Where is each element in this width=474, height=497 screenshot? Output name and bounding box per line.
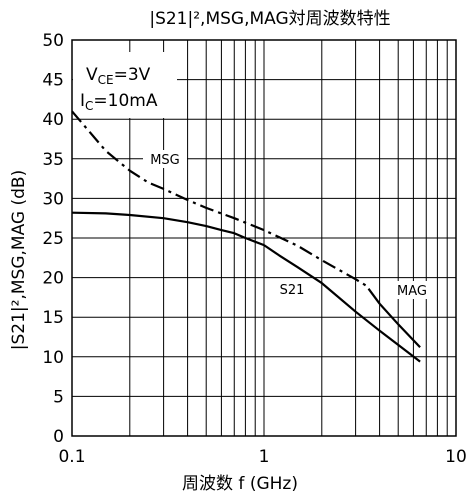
ic-condition: IC=10mA	[80, 91, 158, 113]
y-tick-label: 35	[42, 150, 64, 170]
y-axis-label: |S21|²,MSG,MAG (dB)	[9, 170, 29, 350]
series-label-msg: MSG	[150, 153, 180, 168]
y-tick-label: 15	[42, 308, 64, 328]
x-tick-label: 10	[445, 447, 467, 467]
series-lines	[71, 110, 421, 363]
mag-label-bg	[390, 281, 434, 299]
y-tick-label: 40	[42, 110, 64, 130]
series-line-s21	[71, 211, 421, 363]
y-tick-label: 50	[42, 31, 64, 51]
x-axis-label: 周波数 f (GHz)	[182, 474, 298, 494]
y-tick-label: 45	[42, 71, 64, 91]
x-tick-label: 1	[259, 447, 270, 467]
x-tick-label: 0.1	[58, 447, 85, 467]
y-tick-label: 5	[53, 387, 64, 407]
plot-frame	[71, 39, 457, 437]
y-tick-label: 0	[53, 427, 64, 447]
y-tick-label: 20	[42, 269, 64, 289]
msg-label-bg	[143, 150, 187, 168]
series-line-mag	[367, 288, 421, 349]
conditions-box	[73, 52, 177, 118]
y-tick-label: 30	[42, 189, 64, 209]
series-line-msg	[71, 110, 370, 289]
y-tick-label: 25	[42, 229, 64, 249]
x-tick-labels: 0.1 1 10	[58, 447, 466, 467]
y-tick-labels: 0 5 10 15 20 25 30 35 40 45 50	[42, 31, 64, 447]
s21-label-bg	[274, 280, 310, 298]
y-tick-label: 10	[42, 348, 64, 368]
chart-title: |S21|²,MSG,MAG対周波数特性	[149, 9, 390, 29]
series-label-s21: S21	[280, 283, 305, 298]
series-label-mag: MAG	[397, 284, 427, 299]
vce-condition: VCE=3V	[86, 65, 151, 87]
